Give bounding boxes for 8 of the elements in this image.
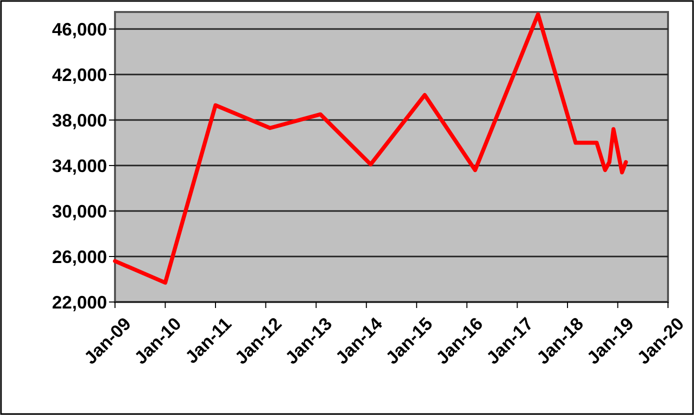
line-series xyxy=(113,12,628,285)
y-tick-label: 46,000 xyxy=(52,19,107,40)
y-tick-label: 30,000 xyxy=(52,201,107,222)
y-tick-label: 22,000 xyxy=(52,292,107,312)
y-tick-label: 34,000 xyxy=(52,156,107,176)
y-tick-label: 26,000 xyxy=(52,246,107,267)
y-tick-label: 42,000 xyxy=(52,64,107,85)
y-tick-label: 38,000 xyxy=(52,110,107,130)
